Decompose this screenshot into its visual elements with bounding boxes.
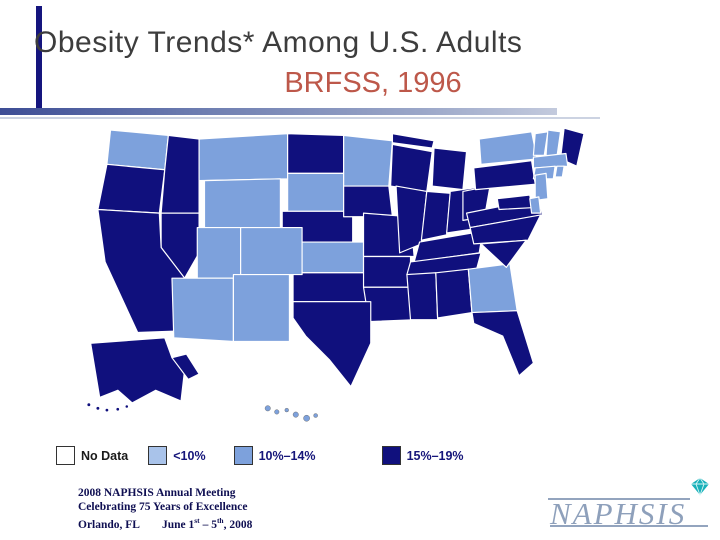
legend-item-10-14: 10%–14% (233, 446, 316, 465)
state-ny (478, 131, 538, 165)
state-hi-island-1 (274, 409, 280, 415)
state-sd (287, 172, 345, 212)
footer-line-2: Celebrating 75 Years of Excellence (78, 500, 248, 513)
diamond-icon (691, 478, 709, 496)
state-co (240, 227, 303, 276)
title-underline-shadow (0, 117, 600, 119)
state-nd (287, 133, 345, 174)
legend-label-15-19: 15%–19% (406, 448, 464, 463)
state-tx (292, 301, 372, 388)
state-wy (203, 178, 281, 229)
state-wa (106, 129, 169, 171)
state-mt (198, 133, 289, 182)
state-mi (431, 147, 468, 191)
state-hi-island-0 (264, 405, 271, 412)
title-line-2: BRFSS, 1996 (284, 67, 462, 99)
state-ar (362, 255, 412, 288)
footer-block: 2008 NAPHSIS Annual Meeting Celebrating … (78, 487, 252, 532)
state-nh (545, 129, 562, 158)
state-ok (292, 272, 372, 303)
legend-label-lt10: <10% (173, 448, 206, 463)
us-choropleth-map (78, 124, 585, 436)
legend-item-no-data: No Data (56, 446, 128, 465)
state-ma (532, 152, 569, 169)
logo-text: NAPHSIS (550, 496, 687, 531)
legend-swatch-lt10 (148, 446, 168, 465)
footer-sup-th: th (216, 516, 224, 525)
state-ks (292, 241, 365, 274)
state-fl (471, 310, 534, 377)
state-hi-island-5 (313, 413, 318, 418)
state-sc (480, 239, 527, 268)
state-nm (232, 273, 291, 343)
footer-date-prefix: June 1 (161, 518, 195, 531)
footer-sup-st: st (194, 516, 200, 525)
legend-item-15-19: 15%–19% (381, 446, 464, 465)
footer-line-3: Orlando, FL June 1st – 5th, 2008 (78, 514, 252, 532)
state-ak-island-2 (105, 408, 109, 412)
state-ak-island-3 (116, 407, 120, 411)
state-ga (467, 263, 518, 314)
legend-swatch-no-data (56, 446, 75, 465)
footer-date-mid: – 5 (199, 518, 217, 531)
state-ak (90, 337, 188, 404)
state-hi-island-3 (292, 411, 299, 418)
state-md (496, 194, 533, 211)
state-hi-island-4 (303, 414, 310, 422)
state-vt (532, 131, 549, 156)
title-underline (0, 108, 557, 115)
state-pa (473, 160, 536, 191)
state-hi-island-2 (284, 407, 289, 413)
legend-item-lt10: <10% (148, 446, 206, 465)
title-line-1: Obesity Trends* Among U.S. Adults (34, 26, 523, 59)
legend-label-no-data: No Data (81, 448, 129, 463)
state-ak-island-0 (87, 403, 91, 407)
state-wi (390, 143, 433, 193)
footer-city: Orlando, FL (78, 518, 140, 531)
state-al (435, 268, 473, 319)
slide-title: Obesity Trends* Among U.S. Adults BRFSS,… (34, 26, 712, 100)
state-in (420, 190, 451, 241)
state-mi_up (391, 133, 435, 149)
footer-line-1: 2008 NAPHSIS Annual Meeting (78, 487, 236, 499)
logo-line-top (548, 498, 690, 500)
state-nj (534, 172, 549, 202)
state-ak-island-1 (96, 406, 100, 410)
accent-bar-vertical (36, 6, 42, 112)
legend-label-10-14: 10%–14% (258, 448, 316, 463)
logo-line-bottom (550, 525, 708, 527)
state-ut (196, 227, 242, 279)
state-ri (554, 165, 565, 178)
state-ms (406, 272, 439, 321)
state-id (160, 134, 200, 214)
state-or (97, 163, 166, 214)
state-mn (343, 134, 394, 187)
state-nc (469, 214, 542, 245)
us-map-svg (87, 127, 585, 422)
legend-swatch-15-19 (381, 446, 401, 465)
naphsis-logo: NAPHSIS (548, 478, 710, 534)
state-ia (343, 185, 394, 218)
state-ak-island-4 (125, 405, 129, 408)
state-az (171, 277, 235, 343)
legend-swatch-10-14 (233, 446, 253, 465)
map-legend: No Data <10% 10%–14% 15%–19% (56, 446, 464, 465)
state-de (529, 196, 542, 214)
footer-date-suffix: , 2008 (223, 518, 253, 531)
state-ak_ph (171, 353, 200, 380)
